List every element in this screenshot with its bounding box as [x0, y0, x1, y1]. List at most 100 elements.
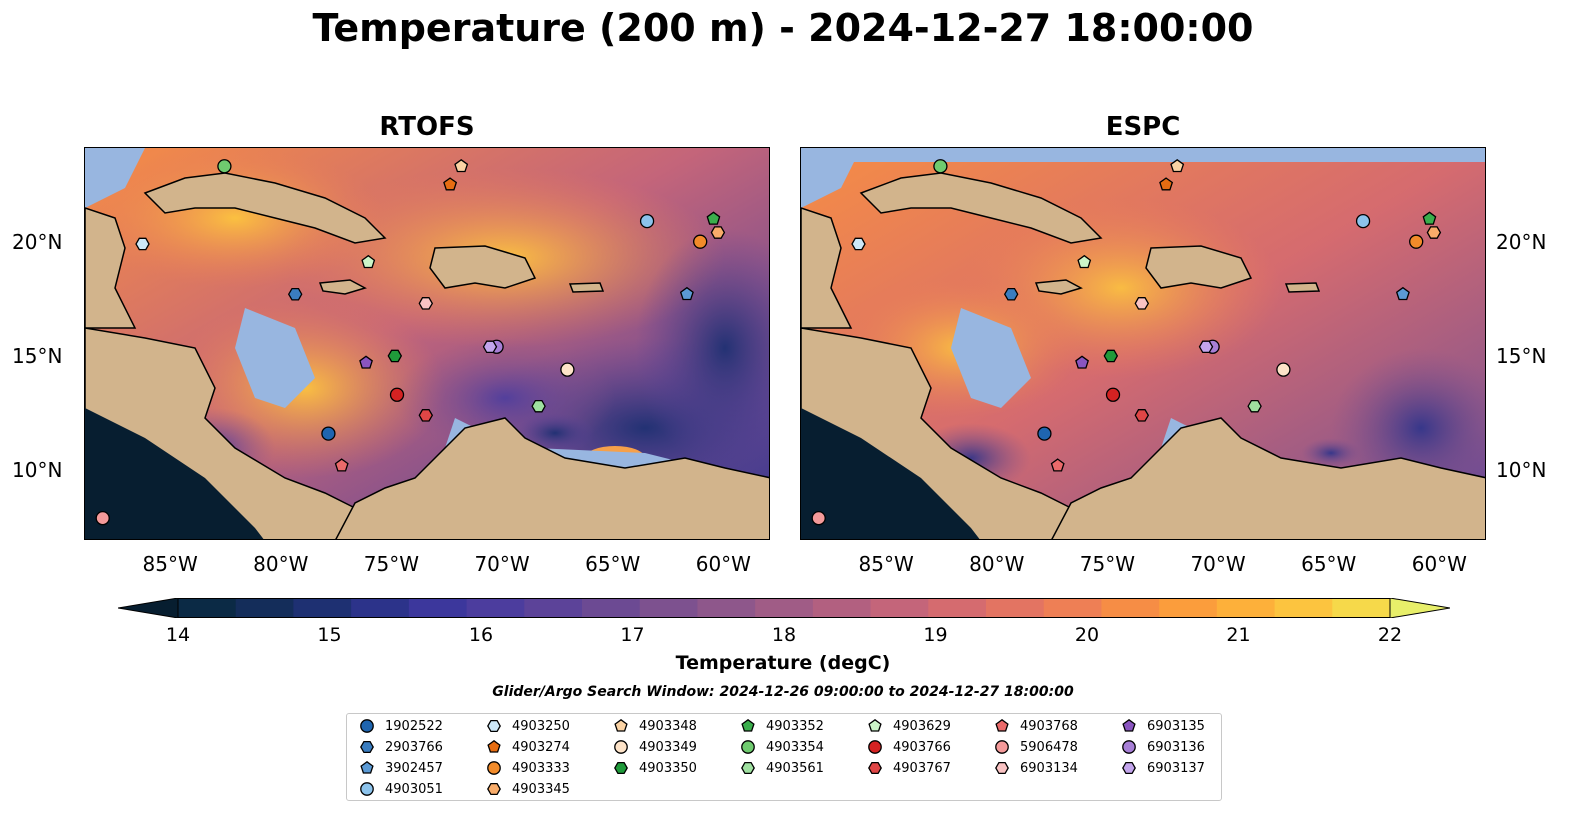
- legend-item: 4903250: [486, 716, 570, 736]
- lat-tick-label: 10°N: [12, 458, 63, 483]
- legend-marker: [614, 718, 628, 732]
- float-marker-4903348: [454, 158, 469, 173]
- colorbar-tick-label: 14: [165, 624, 191, 646]
- legend-marker: [995, 718, 1009, 732]
- float-marker-4903333: [1409, 234, 1424, 249]
- float-marker-2903766: [287, 287, 303, 301]
- colorbar-swatch: [466, 598, 525, 618]
- legend-marker: [1122, 761, 1136, 775]
- panel-title-espc: ESPC: [1105, 112, 1181, 142]
- legend-marker: [487, 719, 501, 733]
- legend-marker: [614, 761, 628, 775]
- colorbar-swatch: [293, 598, 352, 618]
- float-marker-4903629: [1077, 254, 1092, 269]
- legend-marker: [995, 740, 1009, 754]
- colorbar-tick-label: 18: [771, 624, 797, 646]
- legend-item: 4903274: [486, 737, 570, 757]
- colorbar-label: Temperature (degC): [675, 652, 891, 674]
- float-marker-4903768: [1050, 458, 1065, 472]
- float-marker-4903349: [560, 362, 575, 377]
- search-window-text: Glider/Argo Search Window: 2024-12-26 09…: [492, 684, 1074, 700]
- legend-label: 4903051: [385, 781, 443, 797]
- float-marker-3902457: [1395, 286, 1410, 301]
- colorbar-tick-label: 16: [468, 624, 494, 646]
- colorbar-over-arrow: [1389, 598, 1450, 618]
- legend-marker: [487, 761, 501, 775]
- legend-marker: [1122, 718, 1136, 732]
- legend-marker: [360, 760, 374, 774]
- colorbar-swatch: [697, 598, 756, 618]
- colorbar-tick-label: 15: [317, 624, 342, 646]
- panel-title-rtofs: RTOFS: [379, 112, 475, 142]
- legend-item: 4903051: [359, 779, 443, 799]
- float-marker-4903352: [1422, 211, 1437, 225]
- float-marker-4903348: [1170, 158, 1185, 173]
- lon-tick-label: 60°W: [695, 552, 751, 576]
- float-marker-4903051: [639, 213, 655, 229]
- float-marker-4903350: [1103, 349, 1119, 363]
- float-marker-2903766: [1003, 287, 1019, 301]
- float-marker-4903051: [1355, 213, 1371, 229]
- float-marker-4903354: [933, 159, 948, 174]
- lon-tick-label: 70°W: [1190, 552, 1246, 576]
- colorbar-swatch: [812, 598, 872, 618]
- lat-tick-label: 20°N: [1496, 229, 1547, 254]
- map-panel-espc[interactable]: [800, 147, 1486, 540]
- float-marker-1902522: [321, 426, 336, 441]
- legend-marker: [868, 718, 882, 732]
- float-markers-espc: [811, 158, 1442, 526]
- map-panel-rtofs[interactable]: [84, 147, 770, 540]
- lon-tick-label: 60°W: [1411, 552, 1467, 576]
- legend-label: 4903274: [512, 739, 570, 755]
- colorbar-swatch: [928, 598, 987, 618]
- legend-label: 1902522: [385, 718, 443, 734]
- colorbar-swatch: [986, 598, 1045, 618]
- legend-label: 6903134: [1020, 760, 1078, 776]
- colorbar-tick-label: 19: [923, 624, 948, 646]
- legend-marker: [360, 740, 374, 754]
- float-markers-rtofs: [95, 158, 726, 526]
- legend-label: 4903561: [766, 760, 824, 776]
- legend-marker: [360, 719, 374, 733]
- colorbar-swatch: [1216, 598, 1276, 618]
- lon-tick-label: 65°W: [585, 552, 641, 576]
- float-marker-4903352: [706, 211, 721, 225]
- float-marker-4903274: [1159, 177, 1174, 191]
- legend-item: 1902522: [359, 716, 443, 736]
- figure-title: Temperature (200 m) - 2024-12-27 18:00:0…: [312, 6, 1254, 50]
- colorbar-swatch: [870, 598, 929, 618]
- legend-item: 2903766: [359, 737, 443, 757]
- legend-item: 4903348: [613, 716, 697, 736]
- lon-tick-label: 65°W: [1301, 552, 1357, 576]
- colorbar: [118, 598, 1450, 618]
- float-marker-6903134: [1134, 297, 1150, 310]
- colorbar-swatch: [1043, 598, 1103, 618]
- float-marker-6903135: [1075, 355, 1089, 369]
- float-marker-4903766: [1105, 387, 1121, 402]
- legend-marker: [360, 782, 374, 796]
- colorbar-swatch: [755, 598, 814, 618]
- lat-tick-label: 20°N: [12, 229, 63, 254]
- legend-label: 4903766: [893, 739, 951, 755]
- float-marker-4903561: [1247, 399, 1262, 413]
- temperature-field-rtofs: [85, 148, 769, 539]
- float-marker-6903134: [418, 297, 434, 310]
- float-marker-3902457: [679, 286, 694, 301]
- float-marker-4903354: [217, 159, 232, 174]
- legend-item: 4903767: [867, 758, 951, 778]
- colorbar-frame: [177, 598, 1391, 618]
- colorbar-swatch: [1274, 598, 1333, 618]
- legend-item: 4903561: [740, 758, 824, 778]
- legend-item: 6903137: [1121, 758, 1205, 778]
- float-marker-4903345: [1426, 226, 1442, 239]
- legend-label: 4903333: [512, 760, 570, 776]
- float-marker-4903274: [443, 177, 458, 191]
- legend-item: 6903136: [1121, 737, 1205, 757]
- legend-label: 4903250: [512, 718, 570, 734]
- colorbar-tick-label: 17: [620, 624, 645, 646]
- lon-tick-label: 75°W: [1079, 552, 1136, 576]
- legend-item: 4903766: [867, 737, 951, 757]
- legend-label: 6903135: [1147, 718, 1205, 734]
- legend-item: 4903629: [867, 716, 951, 736]
- float-marker-4903767: [418, 409, 434, 422]
